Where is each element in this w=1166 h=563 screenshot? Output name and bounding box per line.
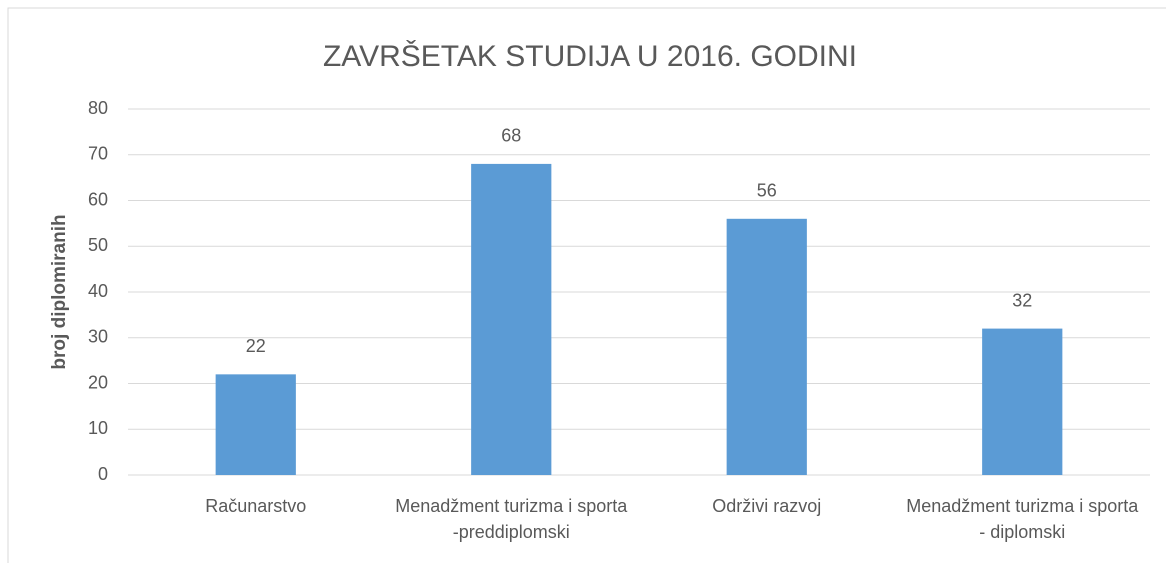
x-tick-label: Održivi razvoj	[712, 496, 822, 516]
bar	[726, 218, 807, 476]
y-tick-label: 50	[88, 235, 108, 255]
data-label: 22	[246, 336, 266, 356]
bar	[215, 374, 296, 475]
y-tick-label: 20	[88, 372, 108, 392]
y-tick-label: 10	[88, 418, 108, 438]
y-tick-label: 60	[88, 189, 108, 209]
y-tick-label: 40	[88, 281, 108, 301]
data-label: 56	[757, 181, 777, 201]
y-tick-label: 80	[88, 98, 108, 118]
bar	[471, 163, 552, 475]
y-tick-label: 0	[98, 464, 108, 484]
x-tick-label: Menadžment turizma i sporta - diplomski	[906, 496, 1139, 542]
y-tick-label: 30	[88, 327, 108, 347]
chart-border	[7, 7, 1166, 563]
y-axis-label: broj diplomiranih	[49, 214, 70, 369]
data-label: 32	[1012, 290, 1032, 310]
x-tick-label: Računarstvo	[205, 496, 307, 516]
bar	[982, 328, 1063, 475]
x-tick-label: Menadžment turizma i sporta -preddiploms…	[395, 496, 628, 542]
chart-title: ZAVRŠETAK STUDIJA U 2016. GODINI	[323, 39, 857, 73]
y-tick-label: 70	[88, 144, 108, 164]
data-label: 68	[501, 126, 521, 146]
